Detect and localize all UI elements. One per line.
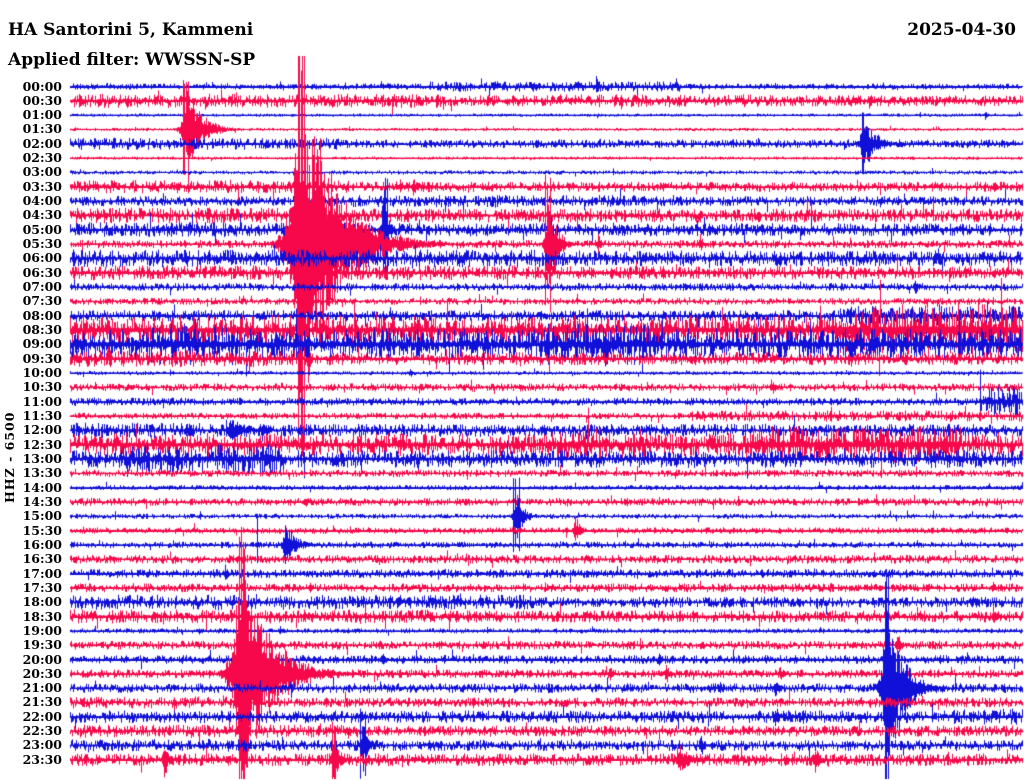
time-label: 02:30: [22, 150, 62, 166]
time-label: 17:30: [22, 579, 62, 595]
time-label: 09:30: [22, 350, 62, 366]
time-label: 14:30: [22, 493, 62, 509]
time-label: 08:00: [22, 307, 62, 323]
time-label: 21:30: [22, 694, 62, 710]
time-label: 05:00: [22, 221, 62, 237]
time-label: 10:00: [22, 365, 62, 380]
time-label: 20:30: [22, 665, 62, 681]
time-label: 01:30: [22, 121, 62, 137]
time-label: 18:00: [22, 594, 62, 610]
time-label: 12:00: [22, 422, 62, 438]
time-label: 21:00: [22, 680, 62, 696]
time-label: 15:30: [22, 522, 62, 538]
time-label: 01:00: [22, 107, 62, 123]
time-label: 00:00: [22, 78, 62, 94]
time-label: 12:30: [22, 436, 62, 452]
page-title: HA Santorini 5, Kammeni: [8, 20, 254, 40]
time-label: 16:30: [22, 551, 62, 567]
time-label: 10:30: [22, 379, 62, 395]
time-label: 23:00: [22, 737, 62, 753]
time-label: 07:00: [22, 279, 62, 295]
time-label: 08:30: [22, 322, 62, 338]
time-label: 20:00: [22, 651, 62, 667]
time-label: 16:00: [22, 536, 62, 552]
time-label: 19:30: [22, 637, 62, 653]
time-label: 04:30: [22, 207, 62, 223]
time-label: 15:00: [22, 508, 62, 524]
time-label: 03:00: [22, 164, 62, 180]
time-label: 23:30: [22, 751, 62, 767]
time-label: 22:00: [22, 708, 62, 724]
date-label: 2025-04-30: [907, 20, 1016, 40]
time-label: 04:00: [22, 193, 62, 209]
time-label: 11:00: [22, 393, 62, 409]
time-label: 02:00: [22, 135, 62, 151]
time-label: 22:30: [22, 723, 62, 739]
time-label: 07:30: [22, 293, 62, 309]
time-label: 05:30: [22, 236, 62, 252]
time-label: 14:00: [22, 479, 62, 495]
applied-filter-label: Applied filter: WWSSN-SP: [8, 50, 256, 70]
time-label: 03:30: [22, 178, 62, 194]
time-label: 00:30: [22, 92, 62, 108]
time-label: 09:00: [22, 336, 62, 352]
time-label: 11:30: [22, 407, 62, 423]
time-label: 18:30: [22, 608, 62, 624]
time-label: 13:30: [22, 465, 62, 481]
time-label: 17:00: [22, 565, 62, 581]
time-label: 06:30: [22, 264, 62, 280]
time-label: 06:00: [22, 250, 62, 266]
time-label: 19:00: [22, 622, 62, 638]
time-label: 13:00: [22, 450, 62, 466]
